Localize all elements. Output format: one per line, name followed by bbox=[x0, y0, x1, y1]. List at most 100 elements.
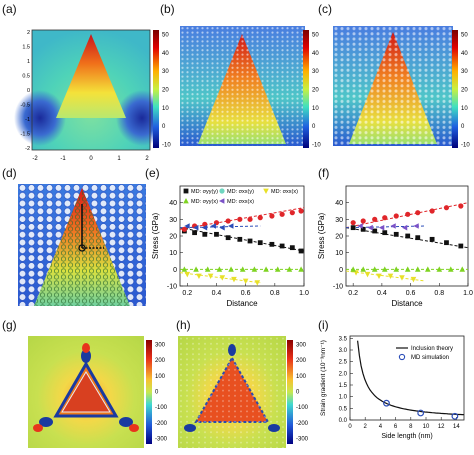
panel-e-stress-chart: 0.2 0.4 0.6 0.8 1.0 -10 0 10 20 30 40 Distance Stres… bbox=[151, 185, 309, 308]
y-tick-label: 10 bbox=[169, 250, 177, 257]
data-point bbox=[443, 205, 450, 211]
data-point bbox=[202, 231, 208, 237]
legend-entry: MD: σxx(x) bbox=[227, 199, 254, 205]
legend: MD: σyy(y) MD: σxx(y) MD: σxx(x) MD: σyy(x)… bbox=[183, 188, 298, 205]
legend: Inclusion theory MD simulation bbox=[396, 346, 453, 361]
data-point bbox=[184, 223, 190, 229]
y-tick-label: 1.5 bbox=[339, 383, 348, 389]
panel-a-y-tick-label: 2 bbox=[27, 30, 30, 36]
panel-h-md-stress-map bbox=[178, 336, 286, 448]
data-point bbox=[228, 223, 234, 229]
data-point bbox=[458, 203, 464, 209]
x-axis-ticks: 0.2 0.4 0.6 0.8 1.0 bbox=[182, 283, 309, 297]
colorbar-tick-label: -10 bbox=[461, 143, 470, 149]
data-point bbox=[372, 216, 378, 222]
x-tick-label: 12 bbox=[438, 424, 445, 430]
data-point bbox=[350, 225, 356, 231]
y-axis-label: Strain gradient (10⁻³nm⁻¹) bbox=[320, 340, 327, 416]
data-point bbox=[429, 236, 435, 242]
data-point bbox=[415, 235, 421, 241]
data-point bbox=[225, 235, 231, 241]
colorbar-tick-label: -200 bbox=[296, 421, 309, 427]
panel-label-h: (h) bbox=[176, 318, 191, 332]
data-series bbox=[350, 203, 464, 226]
inclusion-theory-curve bbox=[357, 340, 465, 416]
data-point bbox=[247, 216, 253, 222]
data-point bbox=[415, 210, 421, 216]
panel-label-d: (d) bbox=[2, 166, 17, 180]
panel-a-stress-map: 2 1.5 1 0.5 0 -0.5 -1 -1.5 -2 -2 -1 0 1 2 bbox=[14, 29, 155, 162]
data-point bbox=[382, 215, 388, 221]
colorbar-tick-label: -300 bbox=[296, 437, 309, 443]
x-axis-label: Side length (nm) bbox=[381, 433, 432, 440]
panel-g-stress-map bbox=[28, 336, 144, 448]
colorbar-h-ticks: 300 200 100 0 -100 -200 -300 bbox=[296, 343, 309, 443]
data-point bbox=[414, 266, 421, 272]
panel-f-stress-chart: 0.2 0.4 0.6 0.8 1.0 -10 0 10 20 30 40 Distance Stres… bbox=[317, 185, 473, 308]
x-tick-label: 10 bbox=[423, 424, 430, 430]
data-point bbox=[269, 213, 275, 219]
data-point bbox=[367, 224, 373, 231]
colorbar-tick-label: 0 bbox=[312, 124, 316, 130]
panel-g-top-vertex-field bbox=[81, 349, 91, 363]
data-point bbox=[289, 245, 295, 251]
data-series bbox=[350, 266, 466, 272]
data-series bbox=[181, 266, 304, 272]
data-point bbox=[425, 266, 431, 272]
data-series bbox=[350, 225, 464, 249]
data-series bbox=[181, 208, 304, 232]
colorbar-h-gradient bbox=[287, 340, 293, 444]
x-axis-ticks: 0 2 4 6 8 10 12 14 bbox=[348, 417, 460, 430]
panel-c-md-stress-map bbox=[333, 26, 453, 146]
data-point bbox=[192, 230, 197, 236]
colorbar-tick-label: 20 bbox=[312, 88, 319, 94]
colorbar-tick-label: 50 bbox=[312, 33, 319, 39]
data-point bbox=[216, 266, 223, 272]
colorbar-a: 50 40 30 20 10 0 -10 bbox=[153, 30, 171, 149]
data-point bbox=[239, 266, 246, 272]
panel-g-right-lobe bbox=[129, 424, 139, 432]
panel-a-y-ticks: 2 1.5 1 0.5 0 -0.5 -1 -1.5 -2 bbox=[21, 30, 30, 152]
data-point bbox=[279, 211, 285, 217]
y-tick-label: 0 bbox=[173, 267, 177, 274]
panel-a-x-tick-label: 2 bbox=[145, 156, 149, 162]
data-point bbox=[360, 226, 366, 232]
panel-b-md-stress-map bbox=[180, 26, 305, 146]
x-tick-label: 1.0 bbox=[299, 290, 309, 297]
panel-d-atomic-model bbox=[18, 184, 146, 306]
data-point bbox=[201, 224, 208, 231]
colorbar-tick-label: -10 bbox=[162, 143, 171, 149]
panel-a-right-lobe bbox=[116, 90, 155, 146]
colorbar-tick-label: -10 bbox=[312, 143, 321, 149]
colorbar-a-gradient bbox=[153, 30, 159, 148]
x-tick-label: 0.6 bbox=[406, 290, 416, 297]
data-point bbox=[228, 266, 234, 272]
data-point bbox=[286, 266, 293, 272]
y-axis-label: Stress (GPa) bbox=[317, 213, 326, 260]
data-point bbox=[357, 223, 363, 229]
legend-marker-swatch bbox=[398, 353, 406, 361]
data-point bbox=[399, 275, 405, 281]
data-series bbox=[184, 271, 261, 286]
data-point bbox=[219, 198, 225, 204]
data-point bbox=[376, 273, 382, 279]
data-point bbox=[459, 266, 466, 272]
colorbar-tick-label: 30 bbox=[461, 69, 468, 75]
colorbar-g: 300 200 100 0 -100 -200 -300 bbox=[146, 340, 168, 444]
data-point bbox=[257, 215, 263, 221]
colorbar-tick-label: 100 bbox=[296, 374, 307, 380]
colorbar-tick-label: 40 bbox=[312, 51, 319, 57]
x-tick-label: 0 bbox=[348, 424, 352, 430]
panel-a-x-tick-label: -2 bbox=[32, 156, 38, 162]
data-point bbox=[204, 266, 211, 272]
data-point bbox=[251, 266, 258, 272]
colorbar-tick-label: 200 bbox=[296, 358, 307, 364]
y-tick-label: 0.0 bbox=[339, 418, 348, 424]
data-point bbox=[210, 223, 216, 229]
data-point bbox=[263, 188, 269, 194]
data-point bbox=[360, 266, 367, 272]
panel-a-y-tick-label: 0.5 bbox=[22, 74, 30, 80]
x-tick-label: 0.8 bbox=[434, 290, 444, 297]
legend-entry: MD: σyy(y) bbox=[191, 189, 218, 195]
y-tick-label: 20 bbox=[335, 234, 343, 241]
